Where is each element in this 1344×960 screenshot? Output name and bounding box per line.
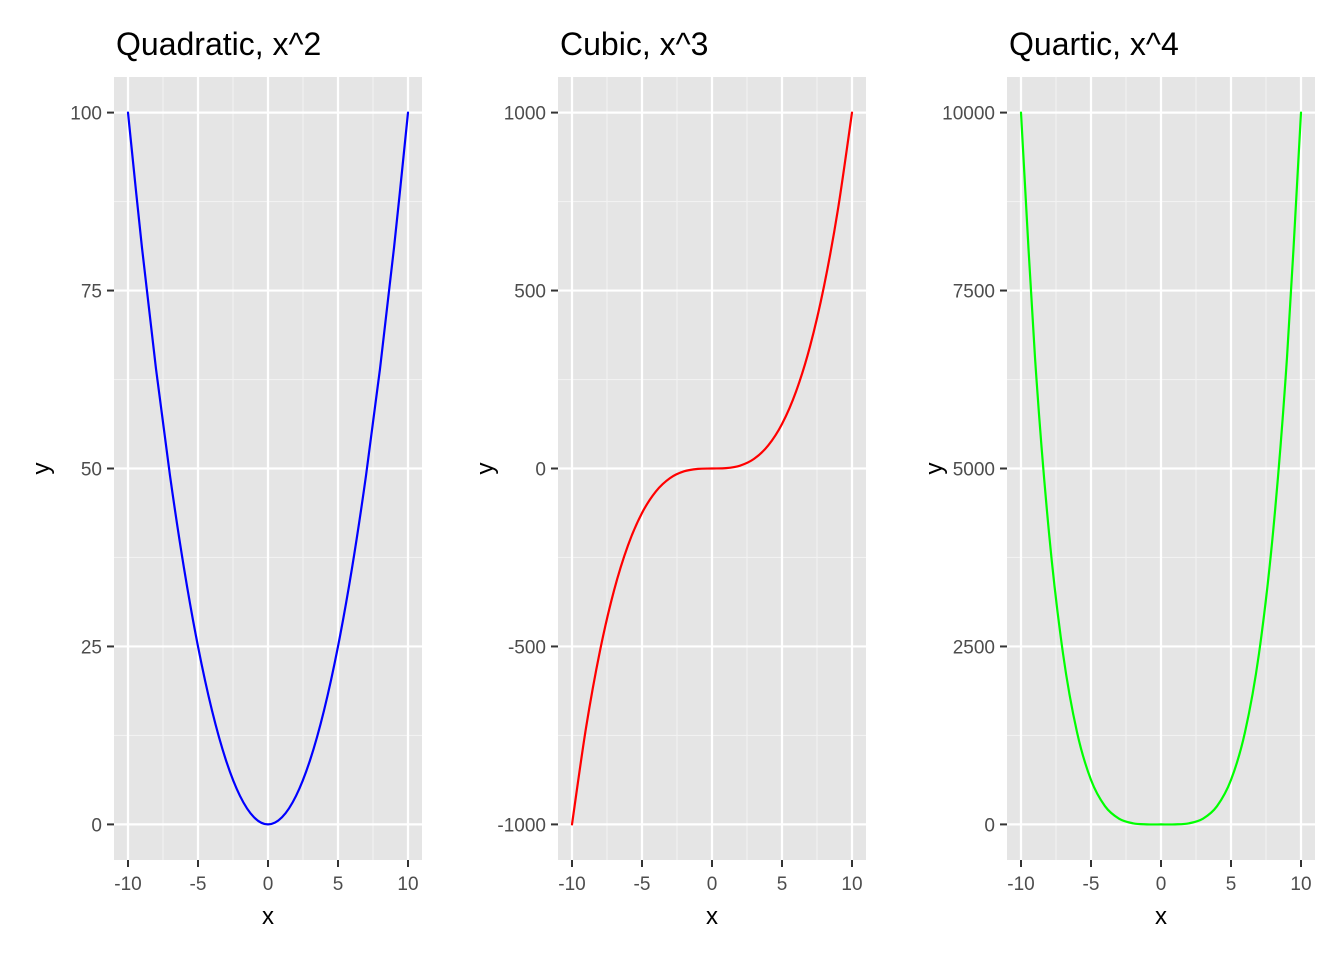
plot-title: Quartic, x^4 [1009, 26, 1179, 62]
y-tick-label: 25 [81, 637, 102, 658]
plot-title: Cubic, x^3 [560, 26, 708, 62]
y-tick-label: 10000 [942, 104, 995, 125]
panel-quartic: Quartic, x^4 x y -10 -5 0 5 10 0 2500 5000 7500 1… [921, 26, 1315, 930]
x-tick-label: 5 [333, 874, 344, 895]
series-line [570, 111, 854, 826]
y-tick-label: 500 [514, 282, 546, 303]
panel-background-layer [1007, 77, 1315, 860]
y-axis-title: y [28, 463, 55, 475]
x-tick-label: 5 [777, 874, 788, 895]
y-tick-label: 100 [70, 104, 102, 125]
plot-title: Quadratic, x^2 [116, 26, 321, 62]
panel-background-layer [114, 77, 422, 860]
x-axis-title: x [262, 903, 274, 930]
y-tick-label: 0 [535, 460, 546, 481]
x-tick-label: -10 [558, 874, 585, 895]
x-tick-label: 0 [1156, 874, 1167, 895]
x-axis-title: x [706, 903, 718, 930]
x-tick-label: 5 [1226, 874, 1237, 895]
y-tick-label: 2500 [953, 637, 995, 658]
x-tick-label: 0 [263, 874, 274, 895]
y-tick-label: 1000 [504, 104, 546, 125]
x-tick-label: 10 [841, 874, 862, 895]
x-axis-title: x [1155, 903, 1167, 930]
panel-cubic: Cubic, x^3 x y -10 -5 0 5 10 -1000 -500 0 500 100… [472, 26, 866, 930]
x-tick-label: -10 [1007, 874, 1034, 895]
y-axis-title: y [921, 463, 948, 475]
x-tick-label: 0 [707, 874, 718, 895]
y-tick-label: 0 [91, 815, 102, 836]
y-tick-label: 75 [81, 282, 102, 303]
x-tick-label: -5 [1083, 874, 1100, 895]
y-tick-label: 7500 [953, 282, 995, 303]
y-tick-label: -500 [508, 637, 546, 658]
x-tick-label: -5 [634, 874, 651, 895]
y-tick-label: 5000 [953, 460, 995, 481]
series-line [126, 111, 410, 826]
x-tick-label: 10 [397, 874, 418, 895]
x-tick-label: -5 [190, 874, 207, 895]
x-tick-label: 10 [1290, 874, 1311, 895]
y-tick-label: 0 [984, 815, 995, 836]
x-tick-label: -10 [114, 874, 141, 895]
y-axis-title: y [472, 463, 499, 475]
y-tick-label: -1000 [497, 815, 546, 836]
series-line [1019, 111, 1303, 826]
y-tick-label: 50 [81, 460, 102, 481]
